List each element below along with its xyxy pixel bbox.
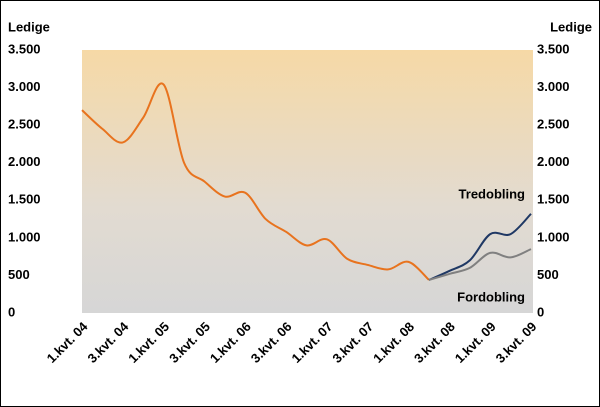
- y2-tick-label: 3.500: [537, 41, 570, 56]
- y-tick-label: 3.000: [8, 79, 41, 94]
- y-tick-label: 3.500: [8, 41, 41, 56]
- y-tick-label: 500: [8, 267, 30, 282]
- series-line: [81, 82, 430, 281]
- series-label: Tredobling: [459, 186, 526, 201]
- y2-axis-label: Ledige: [550, 19, 592, 34]
- y-tick-label: 1.000: [8, 229, 41, 244]
- y2-tick-label: 1.000: [537, 229, 570, 244]
- y2-tick-label: 2.000: [537, 154, 570, 169]
- y2-tick-label: 3.000: [537, 79, 570, 94]
- y-tick-label: 0: [8, 304, 15, 319]
- y2-tick-label: 1.500: [537, 192, 570, 207]
- series-label: Fordobling: [457, 289, 525, 304]
- y2-tick-label: 2.500: [537, 117, 570, 132]
- y2-tick-label: 0: [537, 304, 544, 319]
- y-tick-label: 2.000: [8, 154, 41, 169]
- y-tick-label: 2.500: [8, 117, 41, 132]
- series-line: [428, 213, 532, 281]
- y2-tick-label: 500: [537, 267, 559, 282]
- y-axis-label: Ledige: [8, 19, 50, 34]
- y-tick-label: 1.500: [8, 192, 41, 207]
- series-line: [428, 248, 532, 281]
- plot-area: [82, 50, 533, 313]
